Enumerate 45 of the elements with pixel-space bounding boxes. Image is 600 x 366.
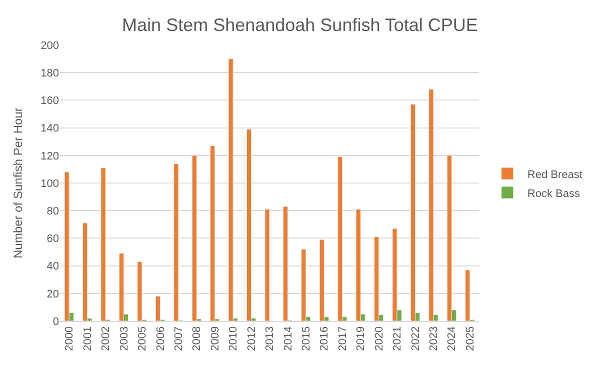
bar xyxy=(118,253,124,321)
x-tick-label: 2009 xyxy=(209,326,222,351)
bar xyxy=(338,156,343,321)
bar xyxy=(210,145,216,321)
y-tick-label: 120 xyxy=(40,150,59,162)
y-tick-label: 20 xyxy=(46,288,59,300)
y-axis-title: Number of Sunfish Per Hour xyxy=(10,108,25,258)
y-tick-label: 60 xyxy=(46,233,59,246)
legend-label: Rock Bass xyxy=(527,188,580,200)
y-tick-label: 100 xyxy=(40,178,59,190)
x-tick-label: 2015 xyxy=(300,326,313,351)
x-tick-label: 2021 xyxy=(392,326,404,351)
y-tick-label: 80 xyxy=(46,205,59,218)
x-tick-label: 2012 xyxy=(246,326,258,351)
x-tick-label: 2014 xyxy=(282,326,294,351)
x-tick-label: 2019 xyxy=(355,326,368,351)
y-tick-label: 140 xyxy=(40,122,59,135)
x-tick-label: 2008 xyxy=(191,326,204,351)
x-tick-label: 2010 xyxy=(228,326,240,351)
bar xyxy=(82,222,88,321)
x-tick-label: 2017 xyxy=(336,326,349,351)
x-tick-label: 2022 xyxy=(410,326,422,351)
x-tick-label: 2024 xyxy=(446,326,458,351)
x-tick-label: 2005 xyxy=(136,326,149,351)
bar xyxy=(374,236,380,321)
x-tick-label: 2016 xyxy=(318,326,331,351)
y-tick-label: 160 xyxy=(40,95,59,108)
x-tick-label: 2000 xyxy=(64,326,76,351)
x-tick-label: 2007 xyxy=(172,326,185,351)
y-tick-label: 180 xyxy=(40,67,59,80)
x-tick-label: 2025 xyxy=(464,326,476,351)
x-tick-label: 2023 xyxy=(428,326,440,351)
x-tick-label: 2001 xyxy=(82,326,94,351)
legend-label: Red Breast xyxy=(527,168,582,181)
x-tick-label: 2013 xyxy=(264,326,276,351)
x-tick-label: 2020 xyxy=(373,326,386,351)
y-tick-label: 0 xyxy=(52,316,59,328)
chart-title: Main Stem Shenandoah Sunfish Total CPUE xyxy=(122,14,478,35)
bar xyxy=(264,208,270,321)
bar xyxy=(246,128,252,321)
x-tick-label: 2006 xyxy=(154,326,167,351)
x-tick-label: 2002 xyxy=(100,326,112,351)
y-tick-label: 40 xyxy=(46,260,59,273)
x-tick-label: 2003 xyxy=(118,326,130,351)
y-tick-label: 200 xyxy=(40,40,59,52)
